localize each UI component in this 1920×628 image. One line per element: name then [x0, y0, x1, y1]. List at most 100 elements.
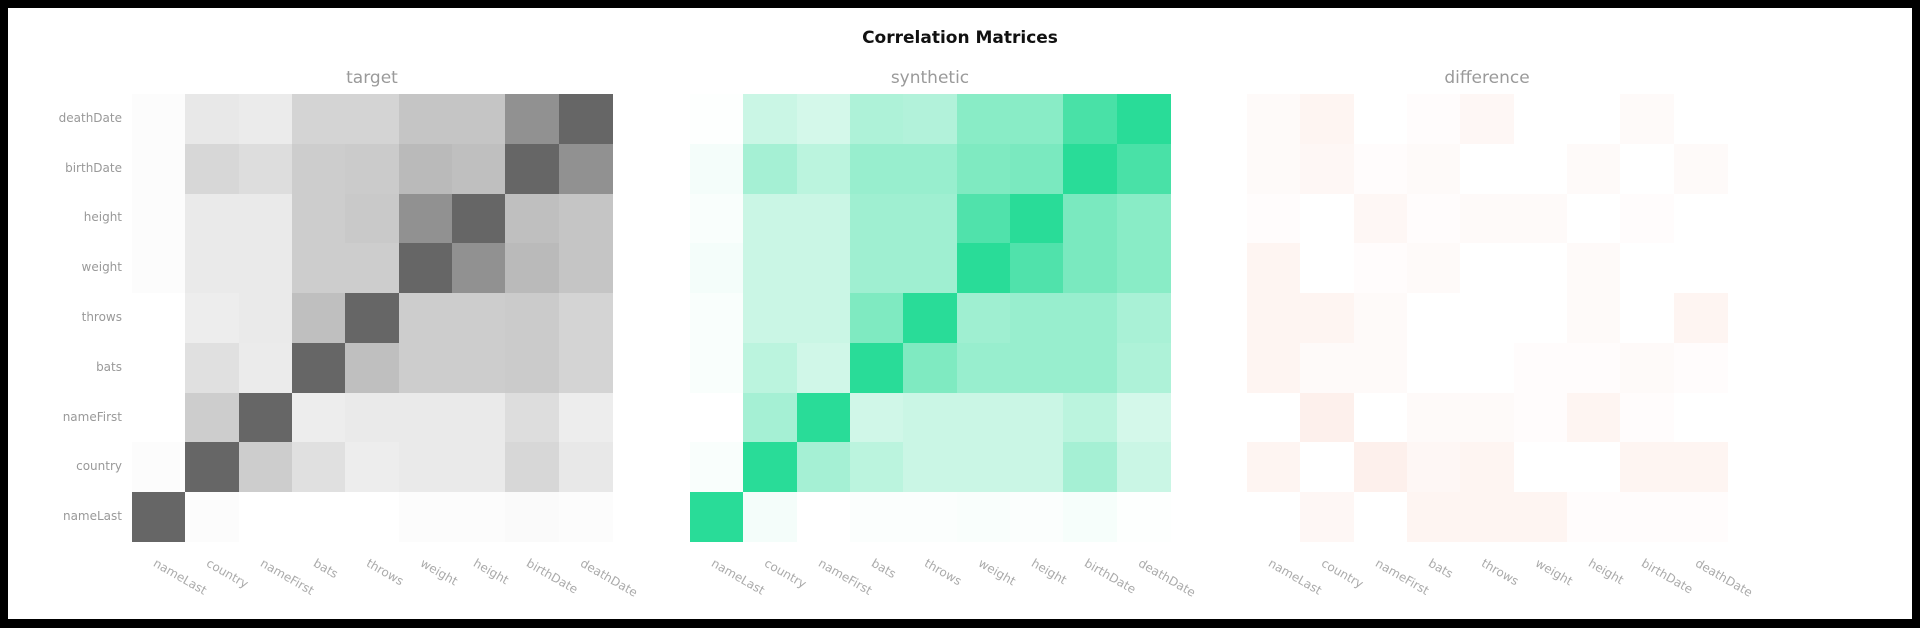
heatmap-cell-country-height — [452, 442, 506, 493]
heatmap-cell-deathDate-weight — [1513, 94, 1568, 144]
heatmap-cell-height-nameFirst — [1353, 193, 1408, 244]
heatmap-cell-country-bats — [1407, 442, 1461, 493]
heatmap-cell-height-height — [452, 193, 506, 244]
heatmap-cell-weight-nameLast — [690, 243, 744, 294]
heatmap-cell-nameLast-height — [452, 492, 506, 543]
heatmap-cell-nameLast-bats — [1407, 492, 1461, 543]
heatmap-cell-nameFirst-bats — [850, 392, 904, 443]
heatmap-cell-birthDate-bats — [292, 143, 346, 194]
heatmap-cell-weight-throws — [903, 243, 958, 294]
heatmap-cell-bats-weight — [1513, 342, 1568, 393]
heatmap-cell-deathDate-nameFirst — [796, 94, 851, 144]
heatmap-cell-height-birthDate — [1063, 193, 1118, 244]
heatmap-cell-birthDate-weight — [1513, 143, 1568, 194]
heatmap-cell-nameFirst-bats — [292, 392, 346, 443]
heatmap-cell-weight-birthDate — [1063, 243, 1118, 294]
heatmap-difference — [1247, 94, 1728, 543]
heatmap-cell-bats-birthDate — [505, 342, 560, 393]
heatmap-cell-deathDate-nameFirst — [1353, 94, 1408, 144]
heatmap-cell-nameLast-birthDate — [505, 492, 560, 543]
heatmap-cell-deathDate-country — [185, 94, 240, 144]
heatmap-cell-throws-nameLast — [690, 293, 744, 344]
heatmap-cell-country-country — [185, 442, 240, 493]
heatmap-cell-birthDate-deathDate — [1116, 143, 1171, 194]
heatmap-cell-throws-weight — [1513, 293, 1568, 344]
heatmap-cell-weight-weight — [1513, 243, 1568, 294]
heatmap-cell-country-weight — [956, 442, 1011, 493]
heatmap-cell-height-throws — [903, 193, 958, 244]
heatmap-cell-nameLast-height — [1567, 492, 1621, 543]
heatmap-cell-country-nameFirst — [1353, 442, 1408, 493]
heatmap-cell-bats-bats — [1407, 342, 1461, 393]
heatmap-cell-nameLast-throws — [1460, 492, 1515, 543]
heatmap-cell-throws-country — [1300, 293, 1355, 344]
heatmap-cell-nameFirst-nameLast — [690, 392, 744, 443]
heatmap-cell-height-country — [743, 193, 798, 244]
heatmap-cell-birthDate-weight — [398, 143, 453, 194]
heatmap-cell-deathDate-birthDate — [1620, 94, 1675, 144]
heatmap-cell-birthDate-throws — [1460, 143, 1515, 194]
panel-title-synthetic: synthetic — [890, 68, 970, 88]
heatmap-cell-bats-nameLast — [690, 342, 744, 393]
heatmap-cell-deathDate-country — [743, 94, 798, 144]
heatmap-cell-deathDate-nameLast — [132, 94, 186, 144]
heatmap-cell-bats-bats — [292, 342, 346, 393]
heatmap-cell-nameFirst-height — [1567, 392, 1621, 443]
heatmap-cell-birthDate-nameFirst — [1353, 143, 1408, 194]
heatmap-cell-height-weight — [1513, 193, 1568, 244]
heatmap-cell-throws-country — [743, 293, 798, 344]
heatmap-cell-nameLast-country — [1300, 492, 1355, 543]
heatmap-cell-deathDate-height — [1567, 94, 1621, 144]
heatmap-cell-nameLast-birthDate — [1620, 492, 1675, 543]
heatmap-cell-nameLast-throws — [345, 492, 400, 543]
heatmap-cell-nameFirst-country — [185, 392, 240, 443]
heatmap-cell-country-deathDate — [1673, 442, 1728, 493]
heatmap-cell-nameFirst-nameFirst — [238, 392, 293, 443]
heatmap-cell-country-throws — [345, 442, 400, 493]
heatmap-cell-birthDate-nameFirst — [238, 143, 293, 194]
heatmap-cell-bats-throws — [1460, 342, 1515, 393]
heatmap-cell-weight-deathDate — [1116, 243, 1171, 294]
heatmap-cell-throws-nameFirst — [796, 293, 851, 344]
heatmap-cell-bats-deathDate — [558, 342, 613, 393]
heatmap-cell-birthDate-birthDate — [505, 143, 560, 194]
heatmap-cell-bats-birthDate — [1620, 342, 1675, 393]
heatmap-cell-weight-country — [185, 243, 240, 294]
heatmap-cell-birthDate-height — [452, 143, 506, 194]
heatmap-cell-throws-nameLast — [132, 293, 186, 344]
heatmap-cell-birthDate-throws — [345, 143, 400, 194]
heatmap-cell-birthDate-deathDate — [558, 143, 613, 194]
y-tick-label: deathDate — [58, 110, 122, 125]
y-tick-label: height — [83, 210, 122, 225]
heatmap-cell-nameLast-nameLast — [1247, 492, 1301, 543]
heatmap-cell-country-deathDate — [558, 442, 613, 493]
heatmap-cell-weight-nameFirst — [796, 243, 851, 294]
heatmap-cell-throws-deathDate — [1673, 293, 1728, 344]
heatmap-cell-nameLast-nameLast — [690, 492, 744, 543]
heatmap-cell-birthDate-nameLast — [1247, 143, 1301, 194]
heatmap-cell-deathDate-nameLast — [690, 94, 744, 144]
heatmap-cell-weight-height — [1010, 243, 1064, 294]
heatmap-cell-nameFirst-nameLast — [1247, 392, 1301, 443]
heatmap-synthetic — [690, 94, 1171, 543]
heatmap-cell-deathDate-birthDate — [505, 94, 560, 144]
heatmap-cell-weight-birthDate — [505, 243, 560, 294]
heatmap-cell-deathDate-throws — [903, 94, 958, 144]
heatmap-cell-height-bats — [850, 193, 904, 244]
heatmap-cell-nameLast-nameFirst — [238, 492, 293, 543]
heatmap-cell-birthDate-bats — [850, 143, 904, 194]
heatmap-cell-country-height — [1010, 442, 1064, 493]
heatmap-cell-nameLast-country — [743, 492, 798, 543]
heatmap-cell-bats-country — [1300, 342, 1355, 393]
heatmap-cell-nameLast-deathDate — [1673, 492, 1728, 543]
heatmap-cell-country-throws — [903, 442, 958, 493]
heatmap-cell-nameFirst-deathDate — [1116, 392, 1171, 443]
heatmap-cell-deathDate-height — [1010, 94, 1064, 144]
heatmap-cell-nameFirst-birthDate — [1620, 392, 1675, 443]
heatmap-cell-throws-birthDate — [1063, 293, 1118, 344]
heatmap-cell-throws-nameFirst — [1353, 293, 1408, 344]
heatmap-cell-nameFirst-deathDate — [1673, 392, 1728, 443]
heatmap-cell-deathDate-throws — [1460, 94, 1515, 144]
heatmap-cell-country-nameLast — [690, 442, 744, 493]
heatmap-cell-country-birthDate — [505, 442, 560, 493]
